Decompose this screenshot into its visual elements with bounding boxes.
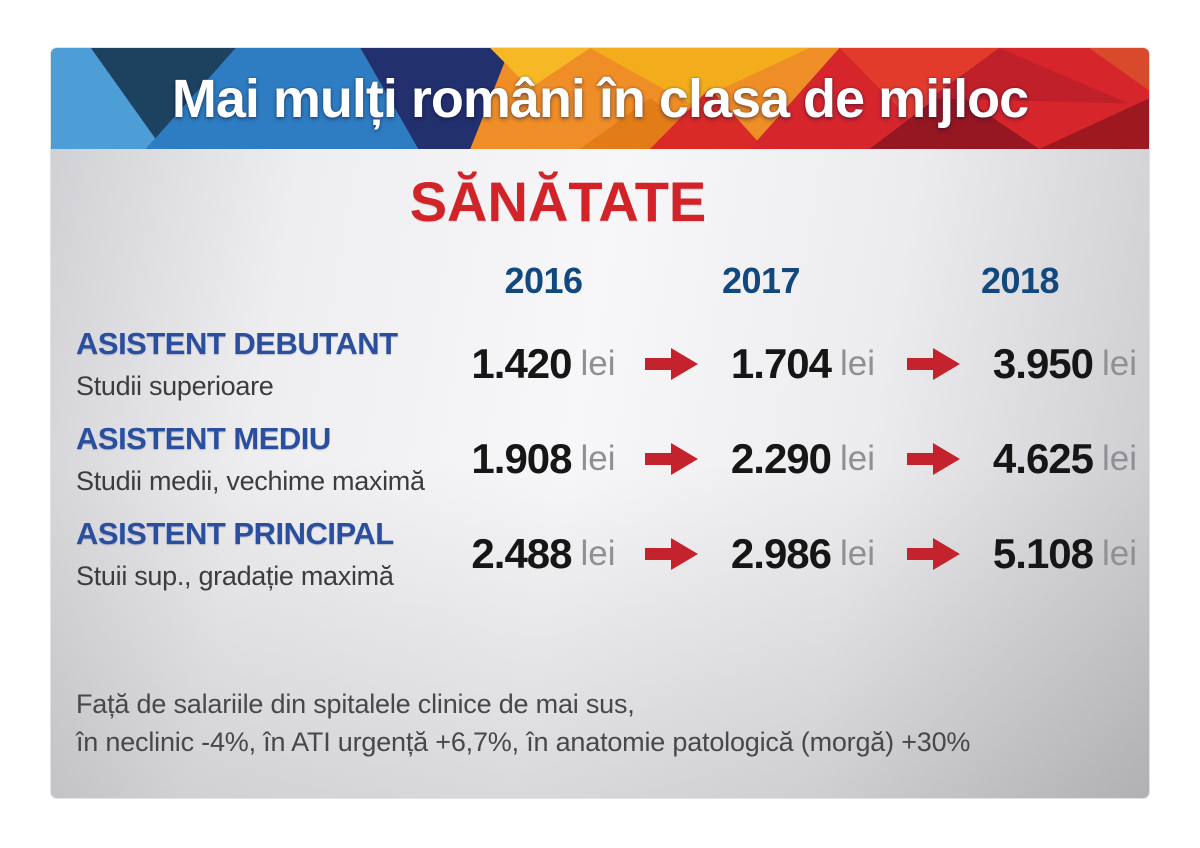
salary-unit: lei [580,533,616,573]
arrow-cell [641,411,703,506]
salary-number: 1.908 [471,434,572,482]
banner: Mai mulți români în clasa de mijloc [51,48,1149,149]
year-header-2016: 2016 [504,260,583,301]
salary-value: 2.986 lei [703,506,903,601]
year-header-2018: 2018 [980,260,1060,301]
table-header-spacer [76,240,446,316]
banner-lowpoly-background [51,48,1149,149]
salary-number: 2.488 [471,529,572,577]
salary-unit: lei [1102,533,1138,573]
row-title: ASISTENT DEBUTANT [76,325,398,361]
salary-unit: lei [1102,438,1138,478]
row-subtitle: Stuii sup., gradație maximă [76,560,394,591]
section-heading: SĂNĂTATE [409,170,707,233]
salary-number: 1.704 [730,339,832,387]
table-row-label: ASISTENT MEDIU Studii medii, vechime max… [76,411,446,506]
salary-number: 1.420 [471,339,572,387]
salary-value: 2.488 lei [446,506,641,601]
arrow-right-icon [907,442,960,475]
salary-unit: lei [840,533,876,573]
salary-unit: lei [580,438,616,478]
infographic-card: Mai mulți români în clasa de mijloc SĂNĂ… [50,47,1150,799]
salary-value: 5.108 lei [965,506,1149,601]
footnote: Față de salariile din spitalele clinice … [51,685,1149,762]
arrow-right-icon [907,347,960,380]
row-subtitle: Studii medii, vechime maximă [76,465,425,496]
arrow-cell [903,316,965,411]
salary-unit: lei [840,438,876,478]
year-header-2017: 2017 [721,260,801,301]
arrow-right-icon [907,537,960,570]
row-subtitle: Studii superioare [76,370,274,401]
salary-number: 3.950 [992,339,1094,387]
arrow-right-icon [645,442,698,475]
table-row-label: ASISTENT PRINCIPAL Stuii sup., gradație … [76,506,446,601]
arrow-right-icon [645,537,698,570]
arrow-right-icon [645,347,698,380]
arrow-cell [641,506,703,601]
arrow-cell [903,506,965,601]
salary-unit: lei [1102,343,1138,383]
footnote-line-2: în neclinic -4%, în ATI urgență +6,7%, î… [76,727,971,758]
salary-value: 1.704 lei [703,316,903,411]
salary-unit: lei [580,343,616,383]
banner-title: Mai mulți români în clasa de mijloc [171,68,1029,129]
salary-table: 2016 2017 2018 ASISTENT DEBUTANT Studii … [51,240,1149,601]
row-title: ASISTENT MEDIU [76,420,331,456]
salary-value: 1.908 lei [446,411,641,506]
salary-value: 3.950 lei [965,316,1149,411]
salary-value: 1.420 lei [446,316,641,411]
table-row-label: ASISTENT DEBUTANT Studii superioare [76,316,446,411]
arrow-cell [641,316,703,411]
salary-number: 2.290 [730,434,832,482]
salary-number: 4.625 [992,434,1094,482]
salary-number: 5.108 [992,529,1094,577]
arrow-cell [903,411,965,506]
salary-unit: lei [840,343,876,383]
salary-value: 2.290 lei [703,411,903,506]
salary-number: 2.986 [730,529,832,577]
salary-value: 4.625 lei [965,411,1149,506]
row-title: ASISTENT PRINCIPAL [76,515,394,551]
footnote-line-1: Față de salariile din spitalele clinice … [76,689,635,719]
